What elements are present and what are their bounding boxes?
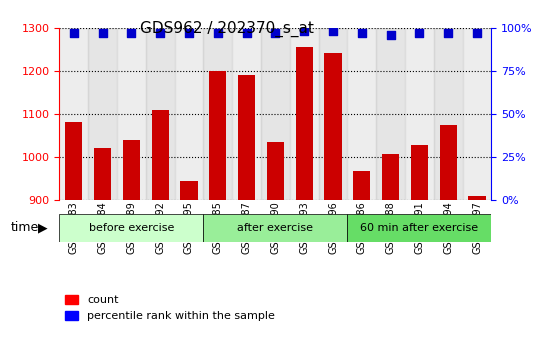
Text: 60 min after exercise: 60 min after exercise <box>360 223 478 233</box>
FancyBboxPatch shape <box>347 214 491 242</box>
Bar <box>204 28 232 200</box>
Bar <box>180 181 198 345</box>
Bar <box>261 28 290 200</box>
Point <box>357 30 366 36</box>
Bar <box>209 71 226 345</box>
Point <box>98 30 107 36</box>
Bar <box>440 125 457 345</box>
Point <box>415 30 424 36</box>
Bar <box>117 28 146 200</box>
Text: GDS962 / 202370_s_at: GDS962 / 202370_s_at <box>140 21 314 37</box>
Bar <box>434 28 463 200</box>
Bar <box>123 140 140 345</box>
Point <box>70 30 78 36</box>
Bar <box>59 28 88 200</box>
Text: ▶: ▶ <box>38 221 48 234</box>
Point <box>127 30 136 36</box>
Point <box>444 30 453 36</box>
Point <box>300 28 308 34</box>
Bar <box>290 28 319 200</box>
Bar <box>411 145 428 345</box>
Point <box>213 30 222 36</box>
Bar <box>94 148 111 345</box>
Bar <box>325 53 342 345</box>
Bar <box>88 28 117 200</box>
Point <box>156 30 165 36</box>
Bar <box>353 171 370 345</box>
Bar <box>382 154 399 345</box>
Bar <box>146 28 174 200</box>
Bar <box>347 28 376 200</box>
Bar <box>405 28 434 200</box>
Bar <box>232 28 261 200</box>
Legend: count, percentile rank within the sample: count, percentile rank within the sample <box>65 295 275 321</box>
Bar <box>295 47 313 345</box>
Point <box>271 30 280 36</box>
Point <box>472 30 481 36</box>
Text: before exercise: before exercise <box>89 223 174 233</box>
Bar <box>174 28 204 200</box>
Text: time: time <box>11 221 39 234</box>
Bar <box>468 196 485 345</box>
Point <box>386 32 395 37</box>
Point <box>242 30 251 36</box>
Text: after exercise: after exercise <box>238 223 313 233</box>
Bar <box>267 142 284 345</box>
Bar <box>376 28 405 200</box>
Bar <box>65 122 83 345</box>
Bar <box>463 28 491 200</box>
Bar <box>238 75 255 345</box>
Point <box>185 30 193 36</box>
FancyBboxPatch shape <box>59 214 204 242</box>
Bar <box>319 28 347 200</box>
Point <box>329 28 338 34</box>
FancyBboxPatch shape <box>204 214 347 242</box>
Bar <box>152 110 169 345</box>
